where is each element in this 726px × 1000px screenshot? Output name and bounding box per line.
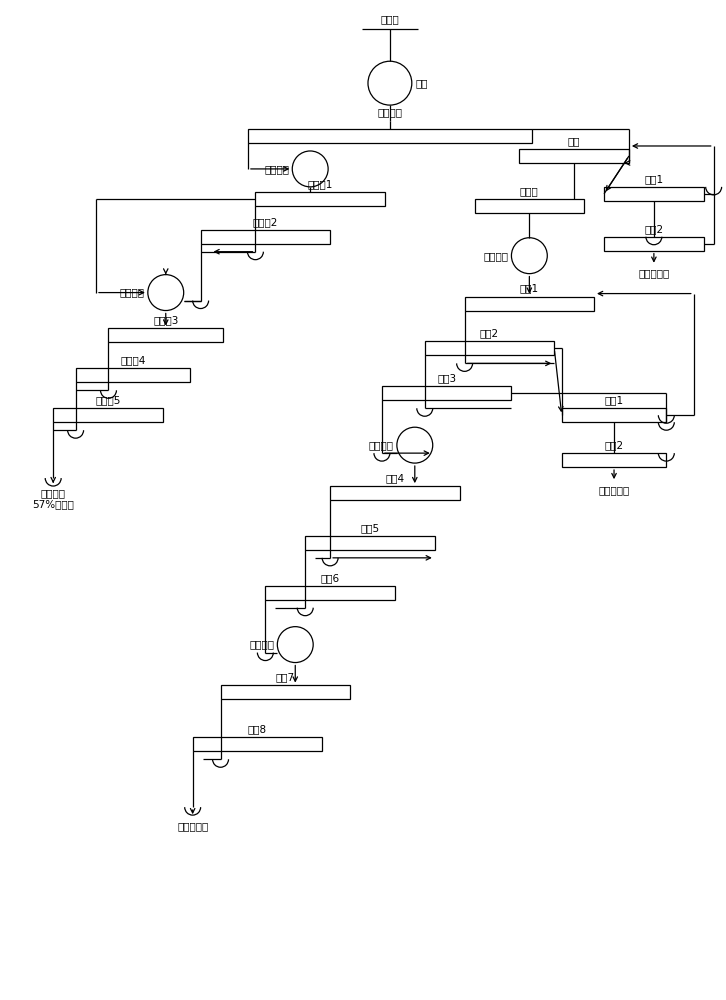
Circle shape (368, 61, 412, 105)
Text: 快速浮选: 快速浮选 (378, 107, 402, 117)
Bar (221, 685, 350, 699)
Text: 精扫1: 精扫1 (605, 395, 624, 405)
Circle shape (397, 427, 433, 463)
Text: 精选1: 精选1 (520, 284, 539, 294)
Bar (256, 192, 385, 206)
Text: 二段再磨: 二段再磨 (369, 440, 394, 450)
Text: 快浮精3: 快浮精3 (153, 315, 179, 325)
Text: 钼原矿: 钼原矿 (380, 14, 399, 24)
Bar (475, 199, 584, 213)
Bar (562, 453, 666, 467)
Text: 精选8: 精选8 (248, 724, 267, 734)
Bar (519, 149, 629, 163)
Text: 快浮精5: 快浮精5 (95, 395, 121, 405)
Bar (108, 328, 223, 342)
Bar (604, 237, 703, 251)
Text: 磨矿: 磨矿 (416, 78, 428, 88)
Bar (382, 386, 511, 400)
Bar (305, 536, 435, 550)
Bar (465, 297, 594, 311)
Bar (53, 408, 163, 422)
Bar (200, 230, 330, 244)
Bar (266, 586, 395, 600)
Bar (604, 187, 703, 201)
Text: 一段再磨: 一段再磨 (484, 251, 508, 261)
Text: 精选4: 精选4 (386, 473, 404, 483)
Circle shape (148, 275, 184, 311)
Text: 精选2: 精选2 (480, 328, 499, 338)
Text: 精选3: 精选3 (437, 373, 456, 383)
Text: 快浮精2: 快浮精2 (253, 217, 278, 227)
Bar (330, 486, 460, 500)
Text: 钼精扫尾矿: 钼精扫尾矿 (598, 485, 629, 495)
Text: 一段再磨: 一段再磨 (264, 164, 289, 174)
Text: 品位大于
57%钼精矿: 品位大于 57%钼精矿 (32, 488, 74, 510)
Text: 快浮精1: 快浮精1 (308, 179, 333, 189)
Bar (562, 408, 666, 422)
Text: 精选6: 精选6 (321, 573, 340, 583)
Text: 精选7: 精选7 (276, 672, 295, 682)
Text: 预精选: 预精选 (520, 186, 539, 196)
Text: 二段再磨: 二段再磨 (120, 288, 145, 298)
Bar (192, 737, 322, 751)
Text: 快浮精4: 快浮精4 (121, 355, 146, 365)
Text: 普通钼精矿: 普通钼精矿 (177, 821, 208, 831)
Text: 粗扫1: 粗扫1 (644, 174, 664, 184)
Text: 精选5: 精选5 (360, 523, 380, 533)
Bar (76, 368, 190, 382)
Text: 一段擦洗: 一段擦洗 (249, 640, 274, 650)
Text: 粗选: 粗选 (568, 136, 581, 146)
Text: 钼粗扫尾矿: 钼粗扫尾矿 (638, 269, 669, 279)
Text: 粗扫2: 粗扫2 (644, 224, 664, 234)
Bar (248, 129, 532, 143)
Text: 精扫2: 精扫2 (605, 440, 624, 450)
Circle shape (511, 238, 547, 274)
Circle shape (277, 627, 313, 663)
Circle shape (293, 151, 328, 187)
Bar (425, 341, 554, 355)
